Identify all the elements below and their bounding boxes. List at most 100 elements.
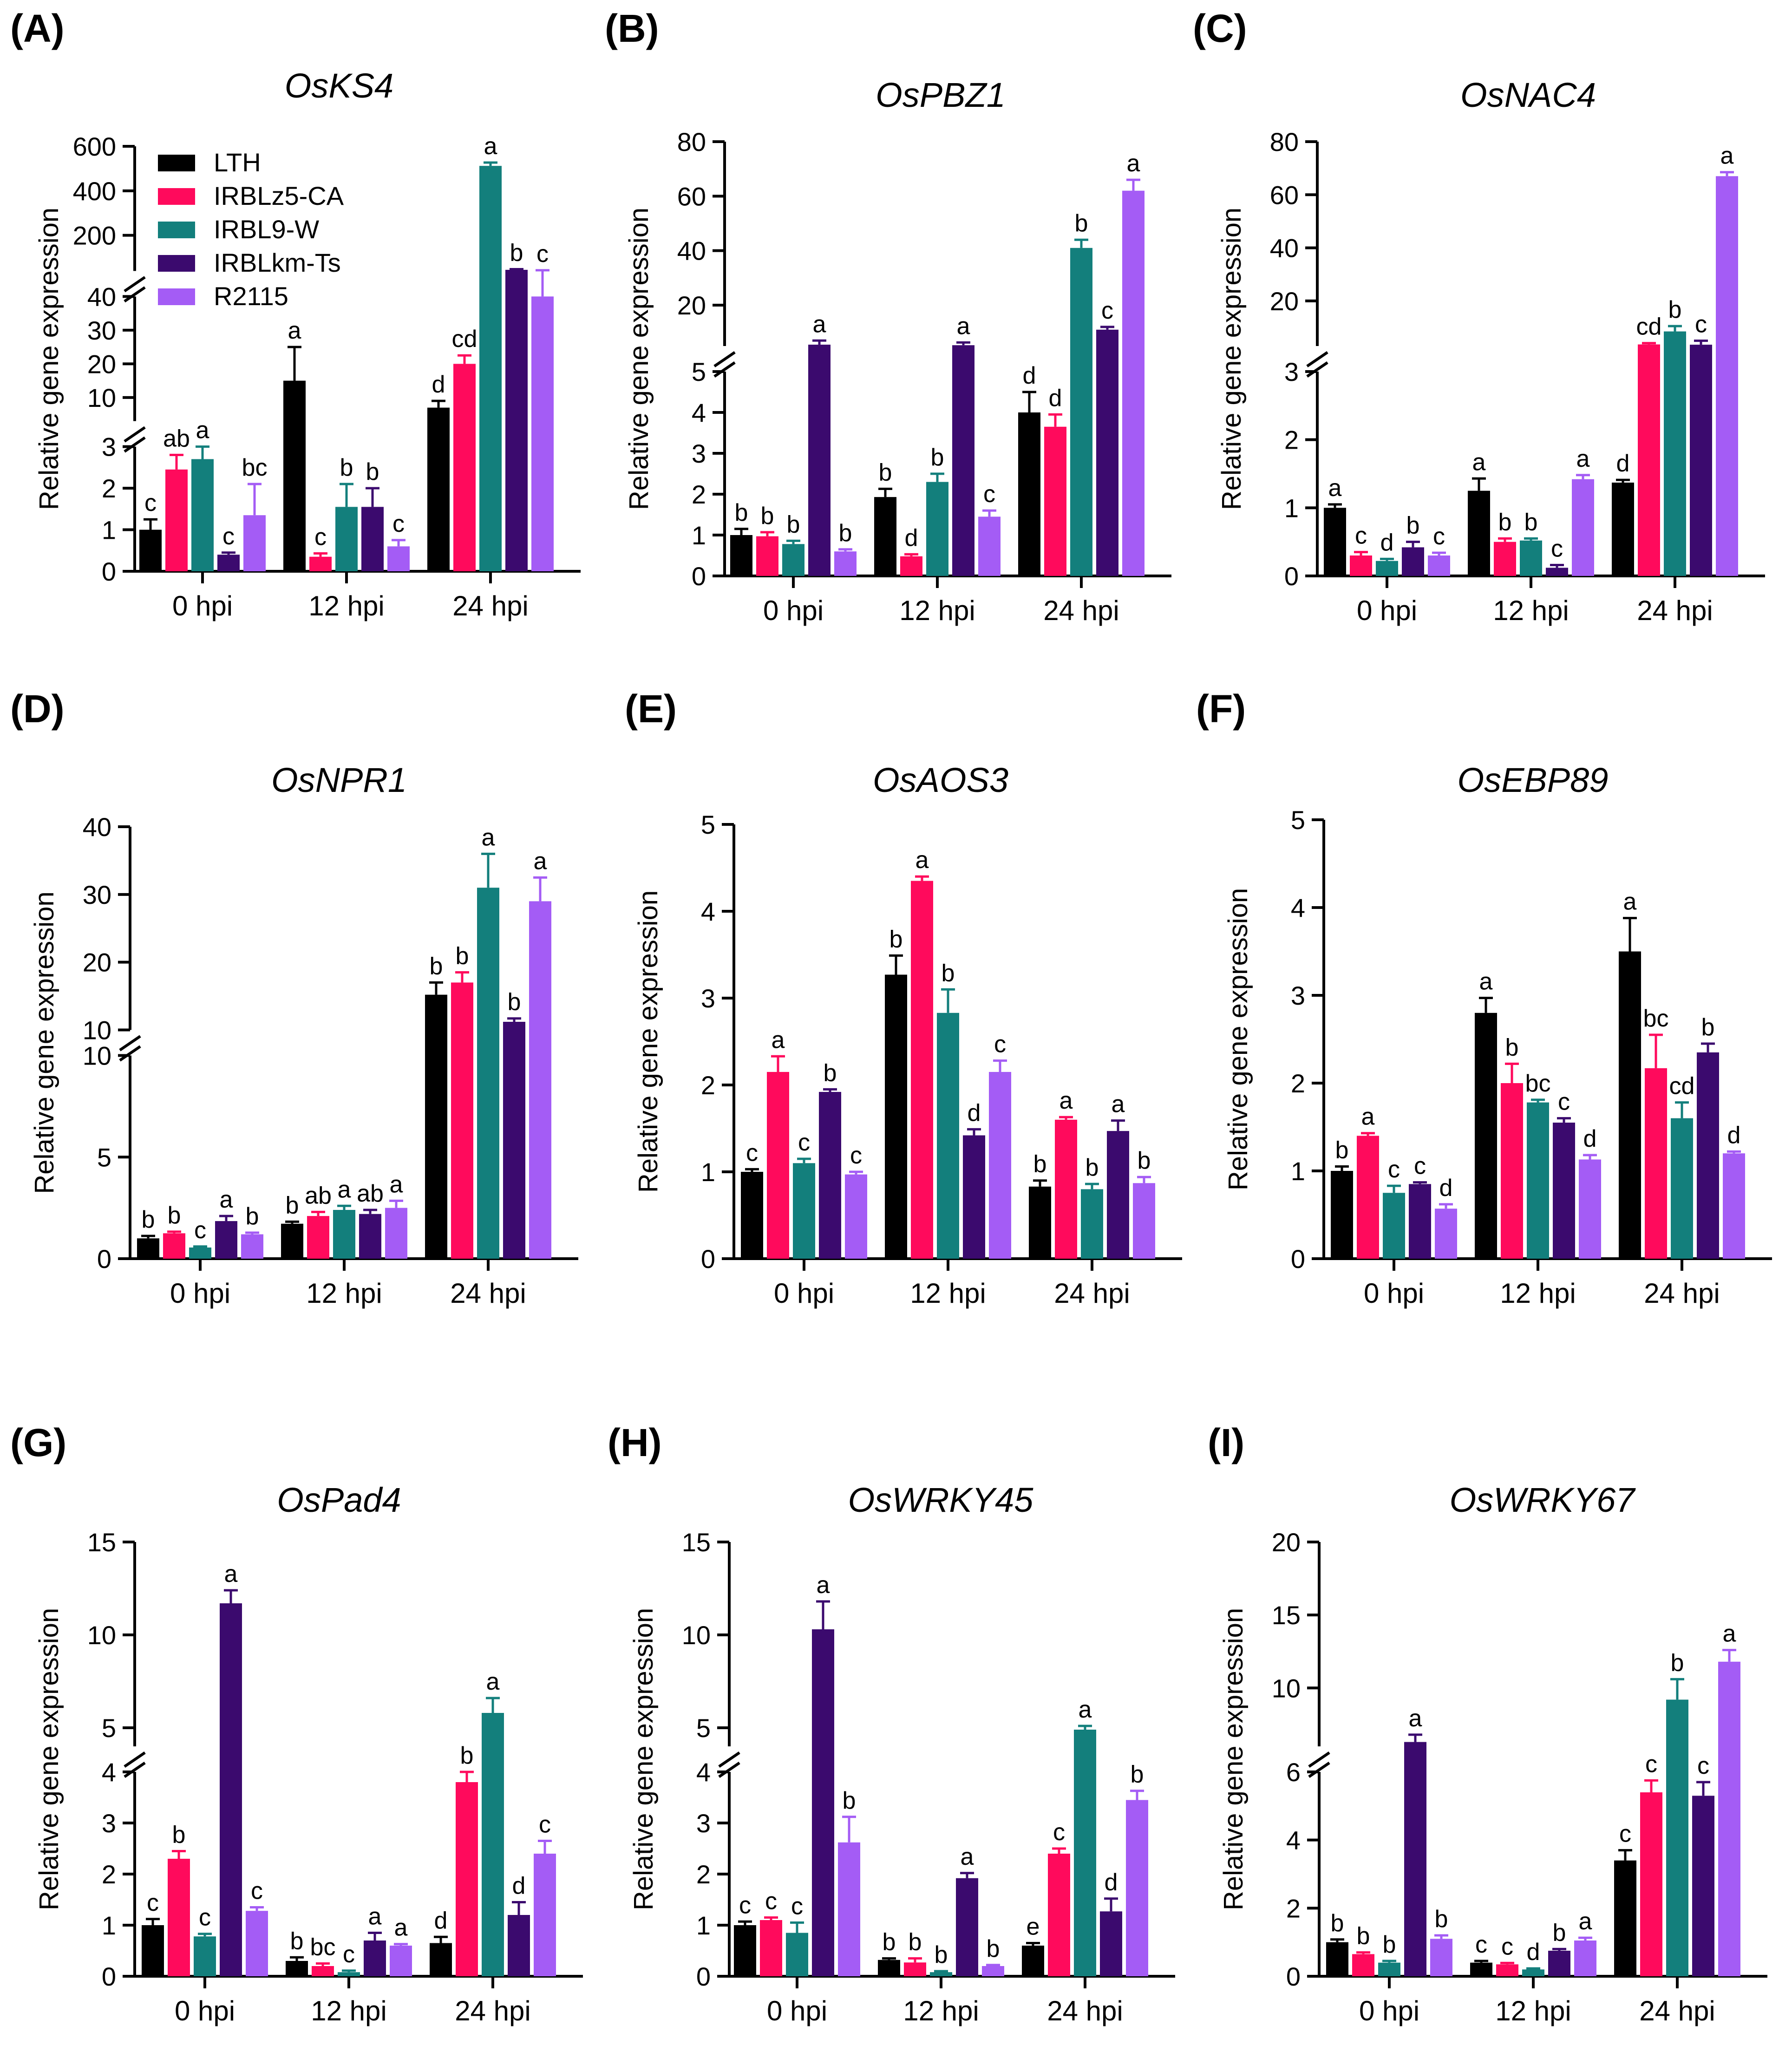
y-tick-label: 15	[682, 1528, 711, 1557]
significance-letter: b	[1671, 1649, 1684, 1676]
significance-letter: b	[787, 511, 800, 538]
chart-title: OsNAC4	[1460, 76, 1596, 114]
y-tick-label: 3	[102, 1809, 116, 1838]
axis-break-mark	[1306, 361, 1328, 378]
y-tick-label: 2	[701, 1071, 715, 1100]
significance-letter: a	[1579, 1908, 1592, 1935]
bar-irblz5-ca	[911, 881, 933, 1259]
y-tick-label: 40	[83, 812, 111, 842]
significance-letter: c	[539, 1811, 551, 1838]
y-axis: 0 1 2 3 4 5 10 15	[87, 1528, 146, 1991]
y-tick-label: 15	[87, 1528, 116, 1557]
significance-letter: a	[482, 824, 495, 851]
bar-r2115	[529, 901, 551, 1259]
significance-letter: d	[434, 1907, 448, 1934]
significance-letter: d	[1023, 362, 1036, 389]
axis-break-mark	[119, 1045, 141, 1062]
y-axis-label: Relative gene expression	[34, 208, 64, 510]
bar-irblz5-ca	[1055, 1119, 1077, 1259]
bar-lth	[137, 1238, 159, 1259]
bar-lth	[1324, 508, 1346, 576]
y-axis-label: Relative gene expression	[34, 1608, 64, 1910]
bar-lth	[730, 535, 752, 576]
significance-letter: b	[761, 503, 774, 529]
significance-letter: c	[1433, 523, 1445, 550]
significance-letter: bc	[242, 454, 268, 481]
bar-lth	[878, 1960, 900, 1976]
bar-irblkm-ts	[1690, 345, 1712, 576]
legend-label: IRBLz5-CA	[214, 181, 344, 210]
bar-lth	[885, 974, 907, 1259]
significance-letter: c	[739, 1892, 751, 1919]
bar-irbl9-w	[926, 482, 948, 576]
bar-irbl9-w	[191, 459, 214, 571]
y-tick-label: 4	[692, 398, 706, 427]
bar-irblkm-ts	[220, 1603, 242, 1976]
y-tick-label: 2	[1286, 1894, 1301, 1923]
significance-letter: b	[246, 1203, 259, 1230]
bar-irbl9-w	[333, 1210, 355, 1259]
y-tick-label: 40	[677, 236, 706, 266]
significance-letter: c	[1501, 1933, 1513, 1960]
y-tick-label: 1	[696, 1911, 711, 1940]
significance-letter: b	[1435, 1906, 1448, 1933]
x-tick-label: 0 hpi	[767, 1995, 827, 2026]
bar-r2115	[531, 296, 554, 571]
bar-irblkm-ts	[217, 555, 240, 571]
significance-letter: a	[957, 313, 970, 340]
bar-irblz5-ca	[165, 469, 188, 571]
bar-lth	[874, 497, 896, 576]
significance-letter: b	[942, 960, 955, 987]
y-tick-label: 1	[1284, 493, 1299, 523]
significance-letter: a	[390, 1171, 403, 1198]
axis-break-mark	[1308, 1762, 1330, 1778]
bar-irblz5-ca	[163, 1233, 185, 1259]
y-tick-label: 3	[102, 432, 116, 462]
significance-letter: a	[484, 133, 497, 160]
bar-lth	[281, 1223, 303, 1259]
y-tick-label: 40	[1270, 234, 1299, 263]
y-tick-label: 5	[102, 1713, 116, 1743]
significance-letter: c	[1053, 1819, 1065, 1846]
bar-irblkm-ts	[1553, 1123, 1575, 1259]
x-tick-label: 0 hpi	[175, 1995, 235, 2026]
y-tick-label: 20	[1272, 1528, 1301, 1557]
y-tick-label: 5	[97, 1143, 111, 1172]
panel-8: (I) OsWRKY67 Relative gene expression 0 2 4 6 1…	[1208, 1421, 1767, 2026]
significance-letter: b	[508, 989, 521, 1016]
bar-irbl9-w	[1074, 1730, 1096, 1976]
significance-letter: a	[1576, 445, 1590, 472]
bar-r2115	[1133, 1183, 1155, 1259]
axis-break-mark	[124, 436, 146, 453]
bar-irblz5-ca	[1357, 1136, 1379, 1259]
y-tick-label: 2	[692, 480, 706, 509]
significance-letter: bc	[1525, 1070, 1551, 1097]
y-tick-label: 40	[87, 282, 116, 311]
y-tick-label: 10	[1272, 1673, 1301, 1703]
y-tick-label: 60	[677, 182, 706, 211]
bar-irblz5-ca	[904, 1962, 926, 1976]
bar-irblz5-ca	[168, 1859, 190, 1976]
bar-irblkm-ts	[359, 1214, 381, 1259]
bar-irbl9-w	[1527, 1102, 1549, 1259]
bar-irblz5-ca	[760, 1920, 782, 1976]
chart-title: OsPad4	[277, 1481, 401, 1519]
x-tick-label: 24 hpi	[1644, 1278, 1720, 1309]
panel-label: (E)	[625, 687, 677, 731]
significance-letter: b	[142, 1206, 155, 1233]
x-tick-label: 24 hpi	[1043, 595, 1119, 626]
bar-irbl9-w	[1671, 1118, 1693, 1259]
significance-letter: d	[1616, 450, 1630, 477]
significance-letter: a	[916, 847, 929, 874]
significance-letter: cd	[1636, 314, 1662, 340]
significance-letter: b	[456, 943, 469, 970]
panel-label: (B)	[605, 7, 659, 50]
y-tick-label: 15	[1272, 1601, 1301, 1630]
y-tick-label: 3	[701, 984, 715, 1013]
legend-swatch	[158, 255, 195, 272]
bar-irblkm-ts	[1404, 1742, 1426, 1976]
y-tick-label: 200	[73, 221, 116, 250]
y-tick-label: 1	[701, 1157, 715, 1187]
x-tick-label: 0 hpi	[170, 1278, 230, 1309]
bar-irbl9-w	[338, 1972, 360, 1976]
